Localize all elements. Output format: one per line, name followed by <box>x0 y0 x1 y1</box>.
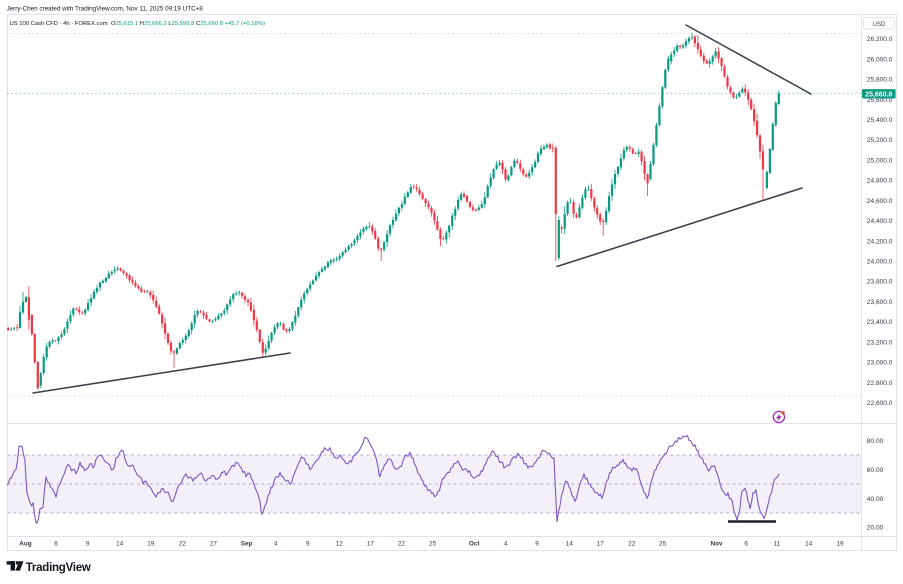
svg-text:23,400.0: 23,400.0 <box>867 319 893 326</box>
svg-text:9: 9 <box>306 541 310 548</box>
svg-text:14: 14 <box>805 541 813 548</box>
svg-text:17: 17 <box>367 541 375 548</box>
svg-text:19: 19 <box>147 541 155 548</box>
svg-text:25,600.0: 25,600.0 <box>867 97 893 104</box>
svg-text:Oct: Oct <box>469 541 481 548</box>
svg-text:25,000.0: 25,000.0 <box>867 157 893 164</box>
svg-text:25,660.8: 25,660.8 <box>865 91 892 98</box>
svg-text:22: 22 <box>179 541 187 548</box>
svg-text:22: 22 <box>398 541 406 548</box>
svg-text:4: 4 <box>274 541 278 548</box>
svg-text:19: 19 <box>836 541 844 548</box>
svg-text:26,000.0: 26,000.0 <box>867 56 893 63</box>
svg-text:22,600.0: 22,600.0 <box>867 400 893 407</box>
svg-text:60.00: 60.00 <box>867 467 884 474</box>
svg-text:24,000.0: 24,000.0 <box>867 259 893 266</box>
svg-text:23,600.0: 23,600.0 <box>867 299 893 306</box>
svg-text:27: 27 <box>210 541 218 548</box>
svg-text:US 100 Cash CFD · 4h · FOREX.c: US 100 Cash CFD · 4h · FOREX.com O25,615… <box>10 21 265 27</box>
svg-text:24,200.0: 24,200.0 <box>867 238 893 245</box>
svg-text:TradingView: TradingView <box>26 562 91 574</box>
svg-text:25: 25 <box>659 541 667 548</box>
svg-text:9: 9 <box>86 541 90 548</box>
svg-text:23,000.0: 23,000.0 <box>867 360 893 367</box>
svg-text:80.00: 80.00 <box>867 438 884 445</box>
svg-text:40.00: 40.00 <box>867 496 884 503</box>
svg-text:22,800.0: 22,800.0 <box>867 380 893 387</box>
svg-text:25,400.0: 25,400.0 <box>867 117 893 124</box>
svg-text:12: 12 <box>336 541 344 548</box>
svg-text:14: 14 <box>566 541 574 548</box>
svg-text:14: 14 <box>116 541 124 548</box>
svg-text:24,400.0: 24,400.0 <box>867 218 893 225</box>
svg-text:24,600.0: 24,600.0 <box>867 198 893 205</box>
svg-text:Sep: Sep <box>241 541 253 548</box>
svg-text:24,800.0: 24,800.0 <box>867 178 893 185</box>
svg-text:6: 6 <box>54 541 58 548</box>
svg-text:Nov: Nov <box>710 541 723 548</box>
svg-text:23,800.0: 23,800.0 <box>867 279 893 286</box>
svg-text:20.00: 20.00 <box>867 525 884 532</box>
svg-text:23,200.0: 23,200.0 <box>867 339 893 346</box>
svg-text:9: 9 <box>535 541 539 548</box>
svg-text:11: 11 <box>774 541 781 548</box>
svg-text:Aug: Aug <box>19 541 32 548</box>
svg-text:25,200.0: 25,200.0 <box>867 137 893 144</box>
svg-text:17: 17 <box>597 541 605 548</box>
svg-text:22: 22 <box>628 541 636 548</box>
svg-text:26,200.0: 26,200.0 <box>867 36 893 43</box>
svg-text:25,800.0: 25,800.0 <box>867 77 893 84</box>
svg-text:USD: USD <box>873 22 886 28</box>
svg-text:4: 4 <box>504 541 508 548</box>
svg-text:25: 25 <box>429 541 437 548</box>
svg-text:Jerry-Chen created with Tradin: Jerry-Chen created with TradingView.com,… <box>7 6 204 13</box>
svg-text:6: 6 <box>744 541 748 548</box>
